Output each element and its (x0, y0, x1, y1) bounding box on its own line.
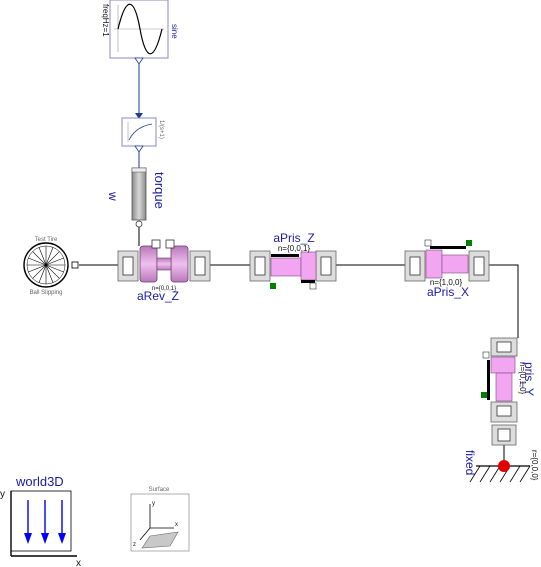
wheel-top-label: Test Tire (35, 237, 58, 243)
surface-axis-x: x (175, 522, 178, 528)
filter-label: 1/(s+1) (158, 120, 164, 139)
wire-apris-x-to-pris-y[interactable] (489, 264, 519, 338)
apris-z-param: n={0,0,1} (278, 244, 311, 253)
filter-input-port[interactable] (135, 113, 143, 119)
fixed-frame-port[interactable] (498, 460, 510, 472)
torque-flange-port[interactable] (135, 220, 143, 228)
sine-output-port[interactable] (134, 57, 144, 65)
surface-plane-icon (141, 531, 179, 549)
apris-z-bearing-port[interactable] (309, 282, 317, 290)
arev-z-block[interactable]: n={0,0,1} aRev_Z (117, 239, 211, 303)
sine-block[interactable]: sine freqHz=1 (101, 0, 179, 65)
arev-z-bearing-port[interactable] (165, 239, 175, 249)
apris-x-block[interactable]: n={1,0,0} aPris_X (404, 239, 490, 299)
filter-block[interactable]: 1/(s+1) (121, 113, 164, 153)
world3d-name: world3D (15, 474, 64, 489)
surface-axis-z: z (133, 542, 136, 548)
wheel-spokes (27, 246, 65, 284)
torque-name: torque (152, 172, 167, 209)
fixed-name: fixed (463, 450, 477, 475)
gravity-arrows-icon (24, 500, 66, 544)
apris-x-param: n={1,0,0} (430, 278, 463, 287)
wheel-block[interactable]: Test Tire Ball Slipping (23, 237, 79, 296)
pris-y-block[interactable]: n={0,1,0} pris_Y (481, 337, 536, 423)
world3d-axis-y: y (0, 489, 5, 500)
apris-z-axis-port[interactable] (270, 283, 276, 289)
pris-y-lower-frame[interactable] (491, 424, 517, 446)
torque-port-label: w (106, 191, 120, 201)
torque-block[interactable]: torque w (106, 167, 167, 246)
apris-z-block[interactable]: n={0,0,1} aPris_Z (249, 231, 337, 290)
surface-name: Surface (149, 487, 170, 493)
filter-curve-icon (128, 123, 153, 141)
apris-x-bearing-port[interactable] (424, 239, 432, 247)
wheel-frame-port[interactable] (71, 261, 79, 269)
pris-y-name: pris_Y (522, 362, 536, 396)
arev-z-param: n={0,0,1} (152, 286, 176, 292)
sine-wave-icon (117, 3, 163, 55)
surface-block[interactable]: Surface y x z (130, 487, 190, 552)
arev-z-name: aRev_Z (137, 289, 179, 303)
sine-name: sine (170, 24, 179, 39)
connections (79, 60, 519, 466)
pris-y-axis-port[interactable] (481, 392, 487, 398)
world3d-axis-x: x (76, 558, 81, 567)
surface-axis-y: y (152, 501, 155, 507)
ground-hatch-icon (469, 465, 531, 483)
apris-z-name: aPris_Z (273, 231, 314, 245)
filter-output-port[interactable] (134, 145, 144, 153)
pris-y-param: n={0,1,0} (518, 362, 527, 395)
fixed-block[interactable]: fixed r={0,0,0} (463, 450, 539, 483)
apris-x-name: aPris_X (427, 285, 469, 299)
wheel-bottom-label: Ball Slipping (29, 290, 62, 296)
apris-x-axis-port[interactable] (466, 240, 472, 246)
world3d-block[interactable]: world3D y x (0, 474, 81, 567)
arev-z-axis-port[interactable] (151, 239, 161, 249)
fixed-param: r={0,0,0} (530, 450, 539, 481)
pris-y-bearing-port[interactable] (482, 351, 490, 359)
sine-param: freqHz=1 (101, 4, 110, 37)
